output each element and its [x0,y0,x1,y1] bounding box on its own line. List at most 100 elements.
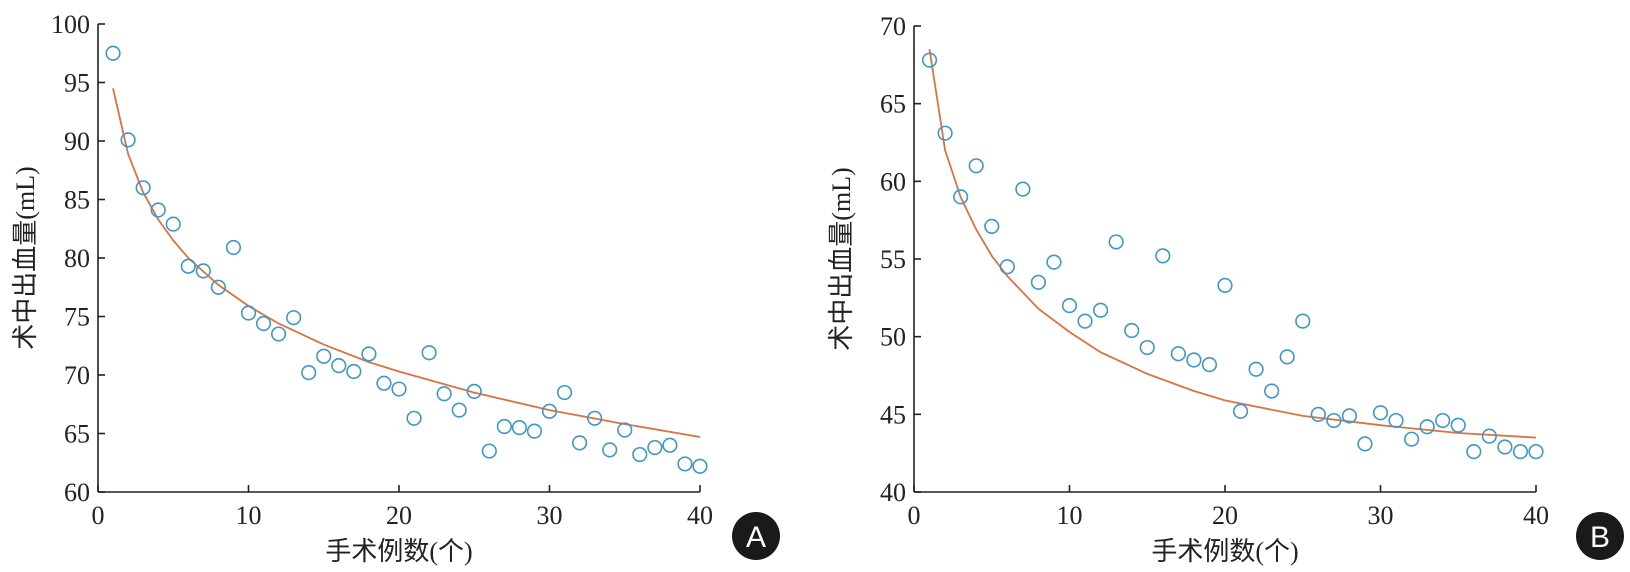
data-point [526,423,543,439]
x-tick-label: 0 [908,501,921,530]
data-point [1403,431,1420,447]
data-point [1046,254,1062,270]
y-tick-label: 60 [880,167,906,196]
data-point [210,279,226,295]
y-tick-label: 70 [880,12,906,41]
data-point [1341,408,1357,424]
data-point [1077,313,1093,329]
data-point [587,410,603,426]
data-point [571,435,588,451]
panel-b: 40 45 50 55 60 65 70 0 10 20 30 40 手术例数(个) 术中出血量(mL) B [827,12,1624,566]
data-point [150,202,166,218]
data-point [1108,234,1124,250]
y-tick-label: 65 [880,90,906,119]
data-point [316,348,332,364]
data-point [255,315,272,332]
data-point [984,218,1000,234]
data-point [1217,277,1233,294]
data-point [331,358,347,374]
data-point [1155,248,1171,264]
y-tick-label: 40 [880,478,906,507]
y-axis-label: 术中出血量(mL) [11,166,40,349]
panel-a: 60 65 70 75 80 85 90 95 100 0 10 20 30 40 手术例数(个) 术中出血量… [11,10,780,566]
x-tick-label: 0 [92,501,105,530]
y-tick-label: 95 [64,69,90,98]
data-point [1326,412,1342,429]
data-point [1419,419,1435,435]
x-tick-label: 10 [236,501,262,530]
data-point [968,158,984,174]
data-point [1201,357,1218,373]
data-point [617,422,633,438]
data-point [180,258,196,274]
data-point [602,442,618,458]
y-tick-label: 90 [64,127,90,156]
data-point [1497,439,1513,455]
data-point [240,305,257,321]
data-point [1450,417,1466,433]
y-axis-label: 术中出血量(mL) [827,167,856,350]
y-tick-label: 65 [64,420,90,449]
panel-badge [1576,512,1624,560]
data-point [1481,428,1497,444]
x-axis-label: 手术例数(个) [325,537,472,566]
data-point [436,386,452,402]
x-tick-label: 30 [1368,501,1394,530]
data-point [1248,361,1264,377]
data-point [556,384,573,401]
data-point [999,259,1015,275]
data-point [632,446,648,463]
x-tick-label: 40 [1523,501,1549,530]
data-point [105,45,121,61]
y-tick-label: 60 [64,478,90,507]
x-tick-label: 10 [1057,501,1083,530]
data-point [921,52,938,68]
data-point [496,418,512,435]
y-tick-label: 45 [880,400,906,429]
data-point [1124,322,1140,339]
data-point [1279,349,1295,365]
data-point [271,326,287,342]
y-tick-label: 85 [64,186,90,215]
data-point [466,383,482,399]
fitted-curve [112,88,701,438]
data-point [1186,352,1202,368]
y-tick-label: 50 [880,323,906,352]
data-point [1092,302,1109,318]
x-tick-label: 20 [386,501,412,530]
data-point [451,402,467,418]
panel-badge [732,512,780,560]
data-point [1528,444,1544,460]
data-point [286,310,302,326]
data-point [1139,339,1155,356]
data-point [1512,444,1529,460]
data-point [937,125,953,141]
data-point [120,132,136,148]
data-point [135,180,151,196]
data-point [1310,406,1326,422]
data-point [1372,405,1389,421]
data-point [1015,181,1031,197]
data-point [662,437,678,453]
data-point [1170,346,1186,362]
x-tick-label: 30 [537,501,563,530]
y-tick-label: 80 [64,244,90,273]
data-point [376,375,392,391]
panel-badge-label: B [1590,521,1610,554]
panel-badge-label: A [746,521,766,554]
data-point [421,345,437,361]
x-tick-label: 40 [687,501,713,530]
data-point [346,363,362,380]
data-point [511,420,528,436]
data-point [406,410,422,426]
y-tick-label: 55 [880,245,906,274]
data-point [1030,274,1046,290]
data-point [953,189,969,205]
data-point [677,456,693,472]
data-point [1295,313,1311,329]
data-point [195,263,211,279]
data-point [1435,412,1451,429]
data-point [1466,444,1482,460]
x-tick-label: 20 [1212,501,1238,530]
